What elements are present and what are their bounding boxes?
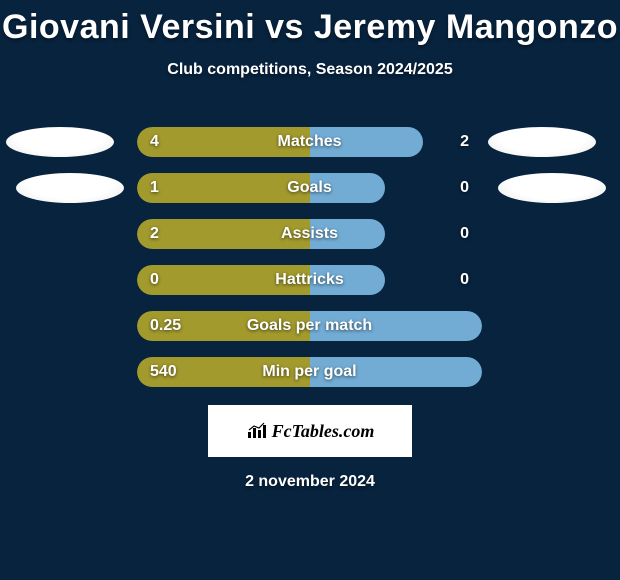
stat-row: Hattricks 0 0 bbox=[0, 265, 620, 295]
value-left: 1 bbox=[150, 179, 159, 197]
date-label: 2 november 2024 bbox=[0, 473, 620, 491]
avatar-placeholder bbox=[16, 173, 124, 203]
stat-row: Goals per match 0.25 bbox=[0, 311, 620, 341]
avatar-placeholder bbox=[498, 173, 606, 203]
value-right: 0 bbox=[460, 271, 469, 289]
value-right: 2 bbox=[460, 133, 469, 151]
stat-label: Matches bbox=[277, 133, 341, 151]
stat-label: Hattricks bbox=[275, 271, 343, 289]
stat-label: Goals per match bbox=[247, 317, 372, 335]
bar-track: Goals 1 0 bbox=[137, 173, 482, 203]
value-right: 0 bbox=[460, 179, 469, 197]
stat-label: Goals bbox=[287, 179, 331, 197]
stat-row: Min per goal 540 bbox=[0, 357, 620, 387]
logo-box: FcTables.com bbox=[208, 405, 412, 457]
avatar-placeholder bbox=[6, 127, 114, 157]
page-title: Giovani Versini vs Jeremy Mangonzo bbox=[0, 0, 620, 47]
stat-label: Min per goal bbox=[262, 363, 356, 381]
comparison-chart: Matches42Goals10Assists20Hattricks00Goal… bbox=[0, 127, 620, 387]
logo-text: FcTables.com bbox=[272, 421, 375, 442]
value-right: 0 bbox=[460, 225, 469, 243]
chart-icon bbox=[246, 422, 268, 440]
bar-track: Hattricks 0 0 bbox=[137, 265, 482, 295]
stat-label: Assists bbox=[281, 225, 338, 243]
subtitle: Club competitions, Season 2024/2025 bbox=[0, 61, 620, 79]
value-left: 0 bbox=[150, 271, 159, 289]
value-left: 540 bbox=[150, 363, 177, 381]
bar-track: Matches 4 2 bbox=[137, 127, 482, 157]
bar-left bbox=[137, 173, 310, 203]
value-left: 0.25 bbox=[150, 317, 181, 335]
logo: FcTables.com bbox=[246, 421, 375, 442]
value-left: 2 bbox=[150, 225, 159, 243]
value-left: 4 bbox=[150, 133, 159, 151]
bar-track: Assists 2 0 bbox=[137, 219, 482, 249]
avatar-placeholder bbox=[488, 127, 596, 157]
bar-track: Goals per match 0.25 bbox=[137, 311, 482, 341]
bar-track: Min per goal 540 bbox=[137, 357, 482, 387]
stat-row: Assists 2 0 bbox=[0, 219, 620, 249]
